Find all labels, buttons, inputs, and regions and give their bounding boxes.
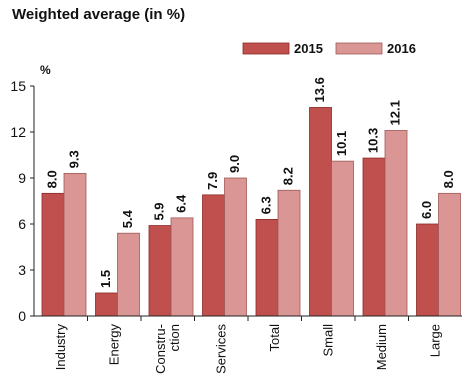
x-category-label-line: Medium <box>374 324 389 370</box>
x-category-label-line: Services <box>213 324 228 374</box>
data-label-2015: 7.9 <box>205 172 220 190</box>
y-tick-label: 9 <box>18 170 26 186</box>
chart-title: Weighted average (in %) <box>12 6 186 23</box>
data-label-2015: 6.3 <box>258 196 273 214</box>
x-category-label: Constru-ction <box>153 324 182 374</box>
y-axis-unit-label: % <box>40 63 51 77</box>
bar-2015 <box>41 192 65 317</box>
x-category-label: Total <box>267 324 282 352</box>
x-category-label-line: Large <box>427 324 442 357</box>
x-category-label-line: Small <box>320 324 335 357</box>
bar-2016 <box>438 192 461 317</box>
data-label-2015: 5.9 <box>151 202 166 220</box>
bar-2016 <box>63 172 87 317</box>
legend-label-2015: 2015 <box>294 41 323 56</box>
x-category-label: Energy <box>106 324 121 366</box>
bars: 8.0 9.3 1.5 5.4 5.9 6.4 7.9 9.0 6.3 8.2 13.6 10.1 10… <box>41 77 461 317</box>
y-tick-label: 0 <box>18 308 26 324</box>
x-category-label-line: ction <box>167 324 182 351</box>
bar-2016 <box>170 217 194 317</box>
data-label-2016: 9.3 <box>66 150 81 168</box>
data-label-2016: 9.0 <box>227 155 242 173</box>
x-category-label-line: Total <box>267 324 282 352</box>
x-axis: Industry Energy Constru-ction Services Total… <box>34 315 462 374</box>
data-label-2016: 12.1 <box>387 100 402 125</box>
bar-2015 <box>95 292 118 317</box>
data-label-2015: 1.5 <box>98 270 113 288</box>
x-category-label-line: Constru- <box>153 324 168 374</box>
data-label-2016: 10.1 <box>334 131 349 156</box>
legend: 2015 2016 <box>242 41 416 56</box>
x-category-label-line: Energy <box>106 324 121 366</box>
y-axis: 0 3 6 9 12 15 <box>10 78 35 324</box>
bar-2016 <box>331 160 354 317</box>
bar-2016 <box>224 177 247 317</box>
x-category-label: Small <box>320 324 335 357</box>
x-category-label: Industry <box>53 324 68 371</box>
y-tick-label: 15 <box>10 78 26 94</box>
bar-2015 <box>148 225 172 317</box>
data-label-2015: 10.3 <box>365 128 380 153</box>
bar-2015 <box>362 157 386 317</box>
bar-2015 <box>309 107 332 317</box>
bar-2015 <box>255 218 279 317</box>
legend-label-2016: 2016 <box>387 41 416 56</box>
bar-2015 <box>202 194 225 317</box>
x-category-label: Medium <box>374 324 389 370</box>
data-label-2016: 8.0 <box>441 170 456 188</box>
data-label-2015: 13.6 <box>312 77 327 102</box>
x-category-label: Services <box>213 324 228 374</box>
data-label-2015: 6.0 <box>419 201 434 219</box>
y-tick-label: 3 <box>18 262 26 278</box>
x-category-label: Large <box>427 324 442 357</box>
data-label-2016: 8.2 <box>280 167 295 185</box>
bar-2016 <box>117 232 140 317</box>
bar-2016 <box>384 130 408 317</box>
data-label-2016: 5.4 <box>120 209 135 228</box>
y-tick-label: 12 <box>10 124 26 140</box>
data-label-2015: 8.0 <box>44 170 59 188</box>
bar-2016 <box>277 189 301 317</box>
bar-2015 <box>416 223 439 317</box>
legend-swatch-2016 <box>335 42 383 55</box>
data-label-2016: 6.4 <box>173 194 188 213</box>
y-tick-label: 6 <box>18 216 26 232</box>
x-category-label-line: Industry <box>53 324 68 371</box>
legend-swatch-2015 <box>242 42 290 55</box>
